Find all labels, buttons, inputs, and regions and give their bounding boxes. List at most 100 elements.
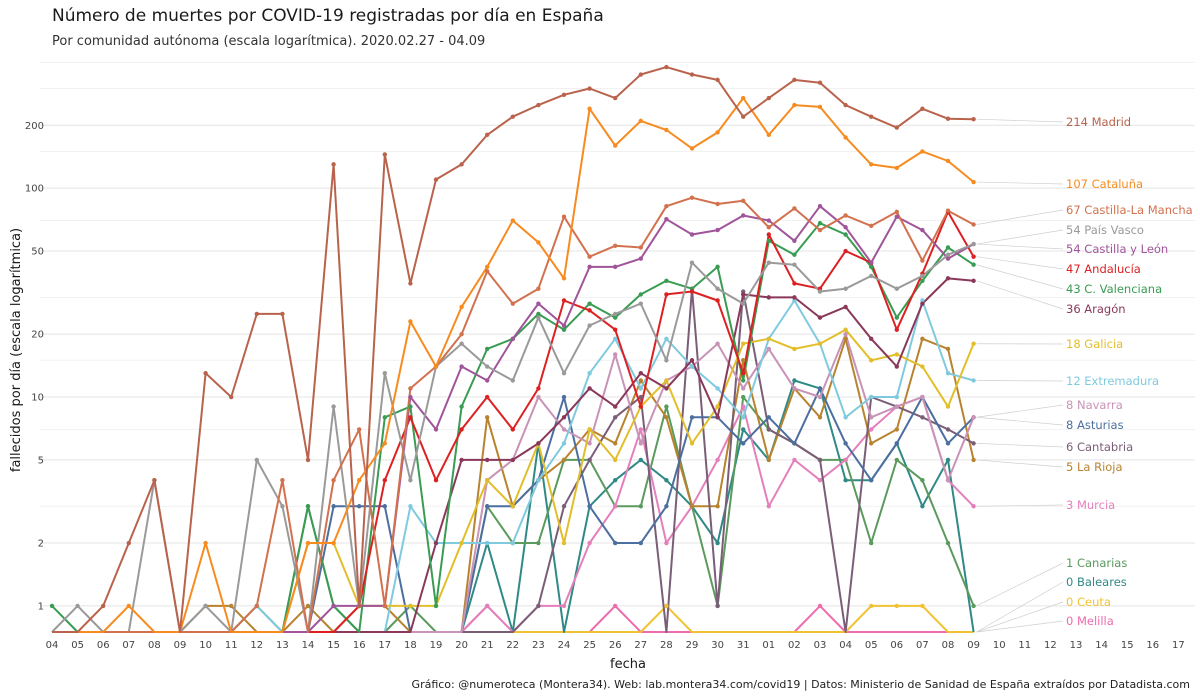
data-point xyxy=(945,371,951,376)
data-point xyxy=(843,415,848,420)
data-point xyxy=(817,341,823,346)
data-point xyxy=(613,327,618,332)
data-point xyxy=(843,327,848,332)
leader-line xyxy=(976,264,1064,290)
x-tick-label: 30 xyxy=(711,640,724,651)
data-point xyxy=(971,254,976,259)
leader-line xyxy=(976,581,1064,633)
data-point xyxy=(613,95,618,101)
data-point xyxy=(843,441,848,446)
data-point xyxy=(561,92,567,97)
data-point xyxy=(305,540,311,546)
data-point xyxy=(536,315,541,320)
data-point xyxy=(587,441,592,446)
data-point xyxy=(766,457,771,463)
leader-line xyxy=(976,118,1064,123)
data-point xyxy=(894,394,899,400)
data-point xyxy=(459,540,464,546)
data-point xyxy=(485,504,490,509)
x-tick-label: 13 xyxy=(1070,640,1083,651)
data-point xyxy=(638,540,643,546)
data-point xyxy=(894,457,899,463)
data-point xyxy=(664,292,669,297)
leader-line xyxy=(976,243,1064,250)
data-point xyxy=(741,292,746,297)
data-point xyxy=(638,427,643,432)
data-point xyxy=(715,540,720,546)
data-point xyxy=(843,336,848,342)
data-point xyxy=(587,301,592,306)
data-point xyxy=(331,504,336,509)
data-point xyxy=(459,341,464,346)
x-tick-label: 26 xyxy=(609,640,622,651)
x-axis-ticks: 04 05 06 07 08 09 10 11 12 13 14 15 16 17 18 19 20 21 22 23… xyxy=(46,640,1185,651)
data-point xyxy=(766,260,771,265)
data-point xyxy=(382,603,387,609)
data-point xyxy=(382,504,387,509)
data-point xyxy=(792,102,797,108)
data-point xyxy=(843,248,848,254)
series-line-Extremadura xyxy=(52,299,974,633)
data-point xyxy=(510,378,515,383)
x-tick-label: 13 xyxy=(276,640,289,651)
data-point xyxy=(817,394,823,400)
data-point xyxy=(843,213,848,218)
data-point xyxy=(894,286,899,291)
data-point xyxy=(689,232,695,237)
data-point xyxy=(817,80,823,85)
data-point xyxy=(485,457,490,463)
data-point xyxy=(689,358,695,363)
data-point xyxy=(433,427,439,432)
data-point xyxy=(536,477,541,483)
data-point xyxy=(331,603,336,609)
data-point xyxy=(894,315,899,320)
leader-line xyxy=(976,404,1064,418)
x-tick-label: 29 xyxy=(686,640,699,651)
data-point xyxy=(433,364,439,369)
data-point xyxy=(382,441,387,446)
data-point xyxy=(715,404,720,409)
data-point xyxy=(766,415,771,420)
data-point xyxy=(382,415,387,420)
data-point xyxy=(613,315,618,320)
x-tick-label: 04 xyxy=(46,640,59,651)
data-point xyxy=(613,441,618,446)
leader-line xyxy=(976,443,1064,448)
data-point xyxy=(664,278,669,284)
data-point xyxy=(869,415,874,420)
data-point xyxy=(715,264,720,270)
data-point xyxy=(894,125,899,130)
data-point xyxy=(715,386,720,391)
y-tick-label: 1 xyxy=(38,601,44,612)
data-point xyxy=(894,352,899,357)
data-point xyxy=(587,323,592,328)
data-point xyxy=(766,346,771,352)
data-point xyxy=(587,427,592,432)
data-point xyxy=(408,386,413,391)
data-point xyxy=(971,179,976,185)
data-point xyxy=(920,364,925,369)
data-point xyxy=(971,278,976,284)
x-tick-label: 01 xyxy=(762,640,775,651)
data-point xyxy=(101,603,106,609)
data-point xyxy=(741,386,746,391)
data-point xyxy=(843,232,848,237)
x-tick-label: 10 xyxy=(993,640,1006,651)
data-point xyxy=(920,298,925,303)
data-point xyxy=(894,327,899,332)
x-tick-label: 20 xyxy=(455,640,468,651)
data-point xyxy=(587,308,592,313)
x-tick-label: 12 xyxy=(250,640,263,651)
data-point xyxy=(587,86,592,91)
data-point xyxy=(741,301,746,306)
data-point xyxy=(869,223,874,229)
data-point xyxy=(766,336,771,342)
data-point xyxy=(664,378,669,383)
data-point xyxy=(920,336,925,342)
data-point xyxy=(280,311,285,317)
x-tick-label: 16 xyxy=(1146,640,1159,651)
data-point xyxy=(408,603,413,609)
data-point xyxy=(741,114,746,119)
series-end-label: 18 Galicia xyxy=(1066,337,1123,351)
data-point xyxy=(561,504,567,509)
